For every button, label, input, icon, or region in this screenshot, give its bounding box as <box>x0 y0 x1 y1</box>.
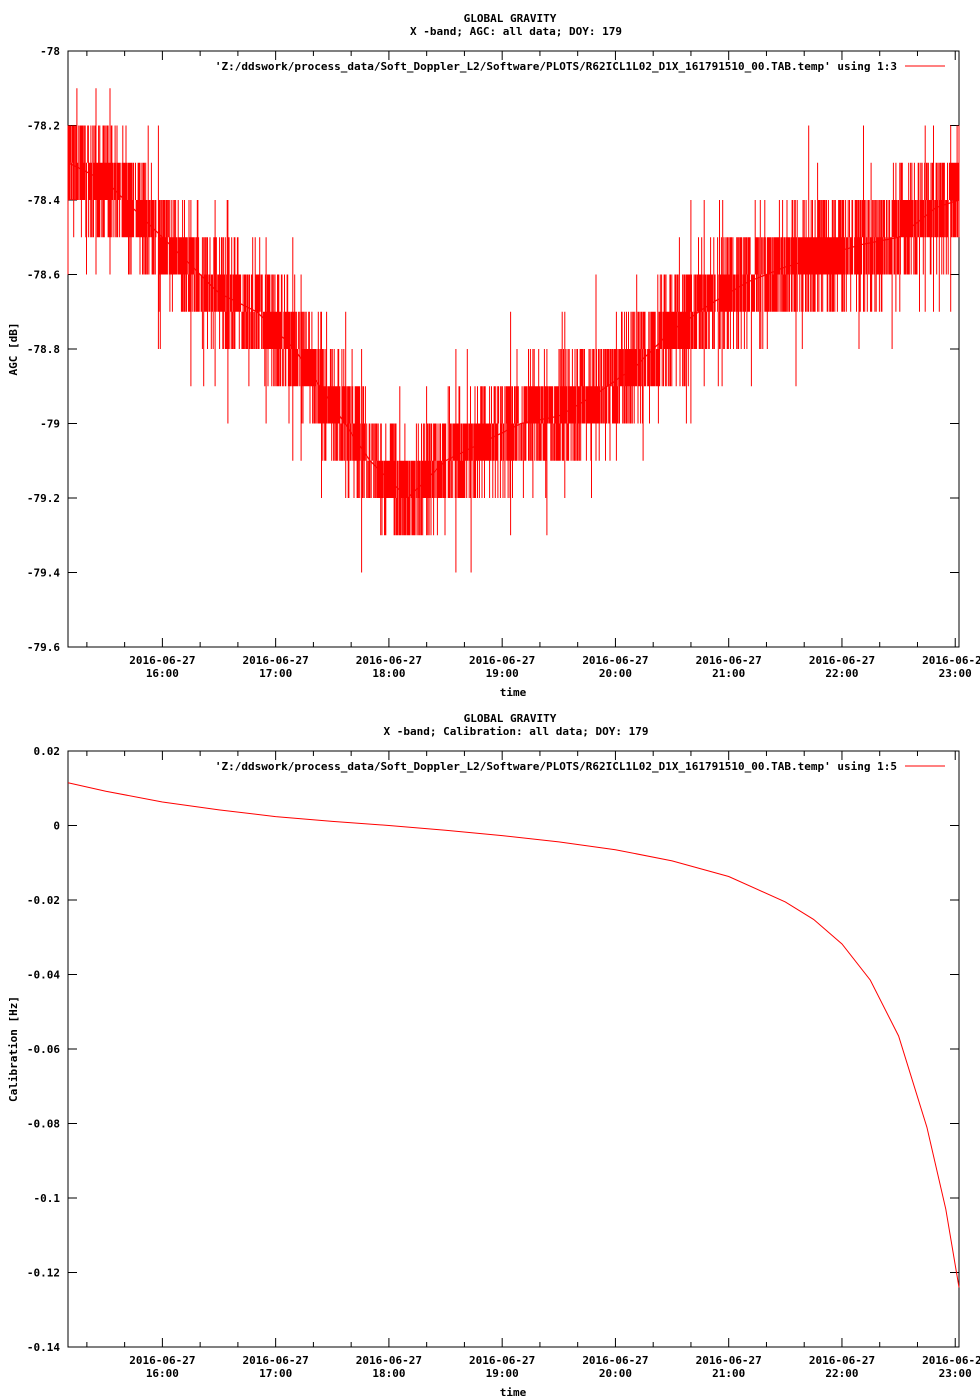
calibration-x-tick-time: 23:00 <box>939 1367 972 1380</box>
calibration-x-tick-time: 22:00 <box>825 1367 858 1380</box>
agc-legend-label: 'Z:/ddswork/process_data/Soft_Doppler_L2… <box>215 60 897 73</box>
agc-x-tick-date: 2016-06-27 <box>809 654 875 667</box>
agc-panel: GLOBAL GRAVITY X -band; AGC: all data; D… <box>7 12 980 699</box>
agc-x-tick-time: 23:00 <box>939 667 972 680</box>
calibration-x-axis: 2016-06-2716:002016-06-2717:002016-06-27… <box>86 751 980 1380</box>
agc-x-tick-date: 2016-06-27 <box>129 654 195 667</box>
calibration-x-tick-date: 2016-06-27 <box>129 1354 195 1367</box>
agc-y-tick-label: -79 <box>40 418 60 431</box>
agc-subtitle: X -band; AGC: all data; DOY: 179 <box>410 25 622 38</box>
agc-x-tick-time: 17:00 <box>259 667 292 680</box>
agc-x-tick-date: 2016-06-27 <box>922 654 980 667</box>
calibration-legend-label: 'Z:/ddswork/process_data/Soft_Doppler_L2… <box>215 760 897 773</box>
agc-y-tick-label: -78.8 <box>27 343 60 356</box>
agc-x-tick-time: 19:00 <box>486 667 519 680</box>
calibration-plot-frame <box>67 750 960 1348</box>
agc-noise-band <box>67 88 960 573</box>
agc-y-tick-label: -79.6 <box>27 641 60 654</box>
calibration-y-label: Calibration [Hz] <box>7 996 20 1102</box>
calibration-title: GLOBAL GRAVITY <box>464 712 557 725</box>
calibration-series-trace <box>67 782 960 1288</box>
calibration-x-tick-time: 16:00 <box>146 1367 179 1380</box>
calibration-x-tick-time: 17:00 <box>259 1367 292 1380</box>
calibration-x-tick-date: 2016-06-27 <box>243 1354 309 1367</box>
agc-x-tick-time: 20:00 <box>599 667 632 680</box>
agc-y-tick-label: -78.2 <box>27 120 60 133</box>
agc-y-tick-label: -78 <box>40 45 60 58</box>
calibration-subtitle: X -band; Calibration: all data; DOY: 179 <box>384 725 649 738</box>
calibration-panel: GLOBAL GRAVITY X -band; Calibration: all… <box>7 712 980 1399</box>
calibration-y-tick-label: -0.08 <box>27 1118 60 1131</box>
calibration-x-tick-time: 20:00 <box>599 1367 632 1380</box>
agc-x-tick-date: 2016-06-27 <box>356 654 422 667</box>
agc-y-tick-label: -79.2 <box>27 492 60 505</box>
agc-y-axis: -78 -78.2 -78.4 -78.6 -78.8 -79 -79.2 -79.4 -79.… <box>27 45 959 654</box>
agc-x-tick-time: 18:00 <box>372 667 405 680</box>
agc-x-tick-date: 2016-06-27 <box>469 654 535 667</box>
agc-x-label: time <box>500 686 527 699</box>
agc-y-tick-label: -78.6 <box>27 269 60 282</box>
calibration-x-tick-time: 18:00 <box>372 1367 405 1380</box>
agc-x-tick-date: 2016-06-27 <box>696 654 762 667</box>
calibration-y-tick-label: 0 <box>53 820 60 833</box>
agc-title: GLOBAL GRAVITY <box>464 12 557 25</box>
calibration-y-tick-label: -0.02 <box>27 894 60 907</box>
calibration-x-tick-time: 21:00 <box>712 1367 745 1380</box>
agc-y-tick-label: -78.4 <box>27 194 60 207</box>
calibration-y-tick-label: -0.04 <box>27 969 60 982</box>
agc-x-axis: 2016-06-2716:002016-06-2717:002016-06-27… <box>86 51 980 680</box>
calibration-y-axis: 0.02 0 -0.02 -0.04 -0.06 -0.08 -0.1 -0.12 -0.14 <box>27 745 959 1354</box>
calibration-y-tick-label: -0.14 <box>27 1341 60 1354</box>
calibration-y-tick-label: -0.1 <box>34 1192 61 1205</box>
calibration-x-tick-date: 2016-06-27 <box>356 1354 422 1367</box>
calibration-x-tick-date: 2016-06-27 <box>582 1354 648 1367</box>
calibration-x-label: time <box>500 1386 527 1399</box>
calibration-series-line <box>67 782 960 1288</box>
calibration-y-tick-label: -0.06 <box>27 1043 60 1056</box>
calibration-y-tick-label: 0.02 <box>34 745 61 758</box>
agc-x-tick-date: 2016-06-27 <box>582 654 648 667</box>
calibration-x-tick-time: 19:00 <box>486 1367 519 1380</box>
agc-plot-frame <box>67 50 960 648</box>
agc-y-tick-label: -79.4 <box>27 567 60 580</box>
agc-x-tick-time: 21:00 <box>712 667 745 680</box>
calibration-x-tick-date: 2016-06-27 <box>809 1354 875 1367</box>
agc-x-tick-time: 22:00 <box>825 667 858 680</box>
calibration-x-tick-date: 2016-06-27 <box>922 1354 980 1367</box>
agc-y-label: AGC [dB] <box>7 323 20 376</box>
agc-series-trace <box>67 88 960 573</box>
agc-x-tick-time: 16:00 <box>146 667 179 680</box>
calibration-x-tick-date: 2016-06-27 <box>696 1354 762 1367</box>
agc-x-tick-date: 2016-06-27 <box>243 654 309 667</box>
calibration-y-tick-label: -0.12 <box>27 1267 60 1280</box>
calibration-x-tick-date: 2016-06-27 <box>469 1354 535 1367</box>
